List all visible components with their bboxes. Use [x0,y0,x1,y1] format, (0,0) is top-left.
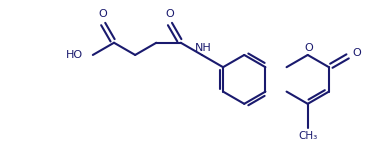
Text: CH₃: CH₃ [298,131,317,141]
Text: O: O [352,48,361,58]
Text: O: O [98,9,107,19]
Text: HO: HO [66,50,83,60]
Text: O: O [304,43,313,53]
Text: O: O [165,9,174,19]
Text: NH: NH [195,43,211,53]
